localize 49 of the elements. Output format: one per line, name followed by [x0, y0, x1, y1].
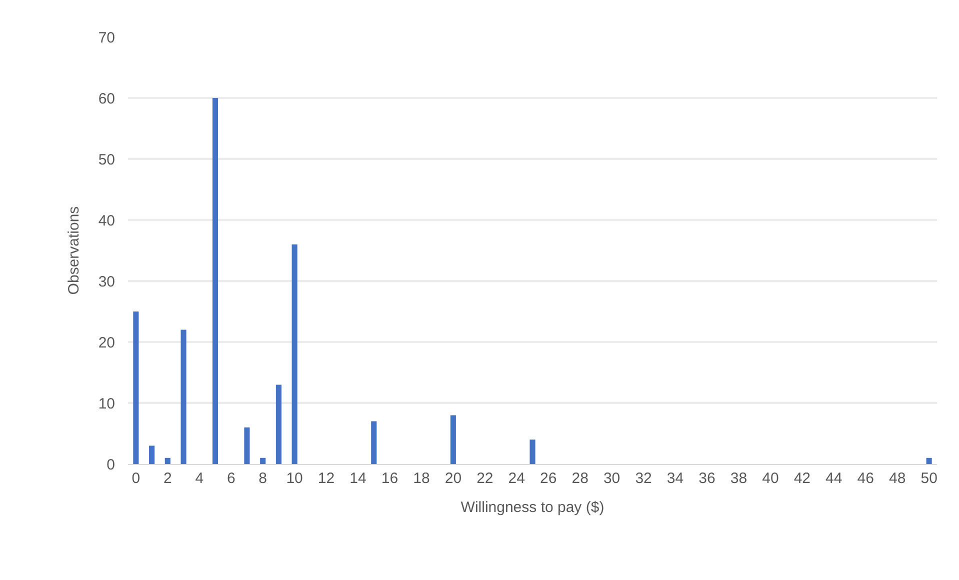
x-tick-label: 44 — [826, 470, 842, 487]
x-tick-label: 0 — [132, 470, 140, 487]
x-tick-label: 26 — [540, 470, 557, 487]
x-tick-label: 6 — [226, 470, 236, 487]
x-tick-label: 16 — [381, 470, 398, 487]
bar — [530, 440, 536, 464]
x-tick-label: 38 — [730, 470, 748, 487]
y-tick-label: 10 — [98, 395, 115, 412]
x-tick-label: 14 — [350, 470, 366, 487]
bar — [149, 446, 155, 464]
bar — [244, 427, 250, 464]
x-tick-label: 40 — [762, 470, 779, 487]
bar — [292, 244, 298, 464]
x-tick-label: 8 — [258, 470, 267, 487]
x-axis-title: Willingness to pay ($) — [460, 499, 604, 516]
x-tick-label: 42 — [794, 470, 811, 487]
bar — [180, 330, 186, 464]
x-tick-label: 36 — [698, 470, 716, 487]
y-tick-label: 70 — [98, 29, 115, 46]
x-tick-label: 24 — [508, 470, 525, 487]
bar — [212, 98, 218, 464]
bar — [450, 415, 456, 464]
x-tick-label: 12 — [318, 470, 335, 487]
x-tick-label: 32 — [635, 470, 652, 487]
x-tick-label: 22 — [476, 470, 494, 487]
y-tick-label: 30 — [98, 273, 115, 290]
y-axis-title: Observations — [66, 206, 83, 295]
bar — [133, 312, 139, 464]
x-tick-label: 2 — [163, 470, 172, 487]
y-tick-label: 0 — [106, 456, 115, 474]
x-tick-label: 50 — [920, 470, 938, 487]
x-tick-label: 34 — [666, 470, 684, 487]
bar — [260, 458, 266, 464]
x-tick-label: 10 — [286, 470, 303, 487]
bar — [276, 384, 282, 464]
x-tick-label: 20 — [444, 470, 462, 487]
bar — [164, 458, 170, 464]
x-tick-label: 28 — [572, 470, 588, 487]
bar — [926, 458, 932, 464]
x-tick-label: 4 — [195, 470, 204, 487]
y-tick-label: 50 — [98, 151, 115, 168]
y-tick-label: 60 — [98, 90, 115, 108]
bar — [371, 421, 377, 464]
x-tick-label: 48 — [888, 470, 906, 487]
x-tick-label: 30 — [603, 470, 620, 487]
y-tick-label: 40 — [98, 212, 115, 230]
x-tick-label: 18 — [413, 470, 430, 487]
x-tick-label: 46 — [857, 470, 874, 487]
y-tick-label: 20 — [98, 334, 115, 352]
